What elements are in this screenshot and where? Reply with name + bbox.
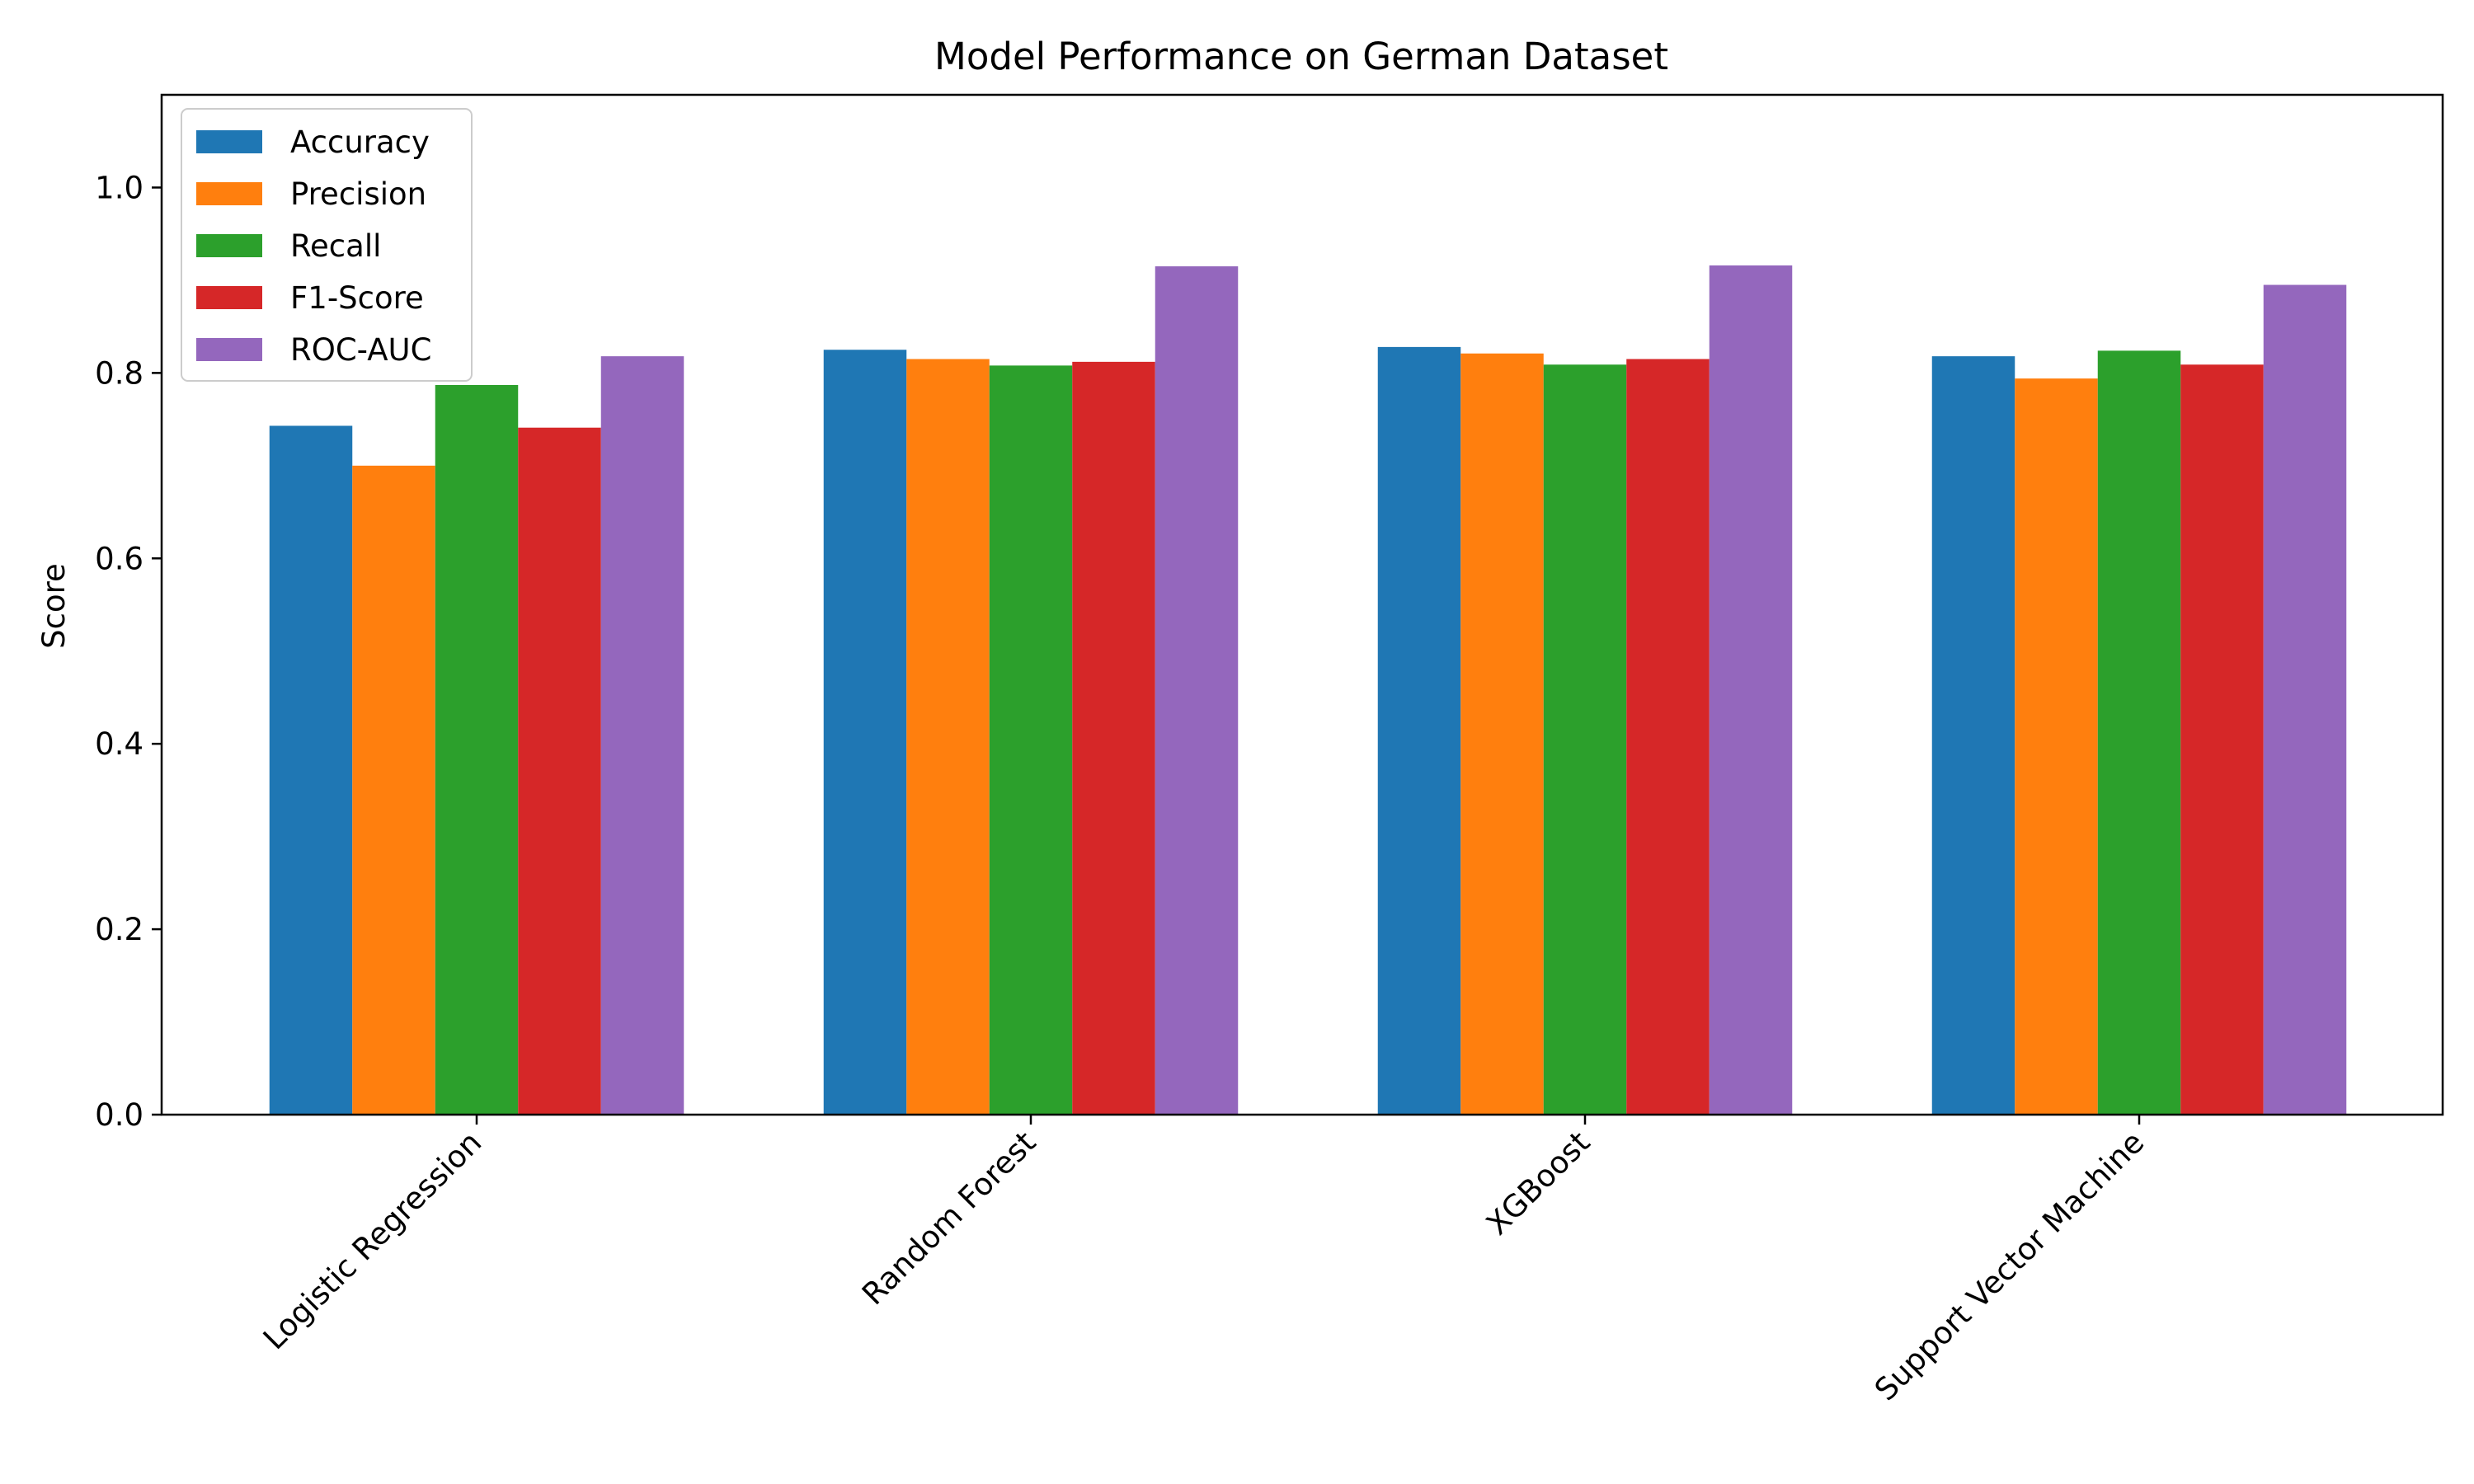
- y-tick-label: 0.2: [95, 912, 143, 947]
- legend: Accuracy Precision Recall F1-Score ROC-AUC: [181, 108, 473, 382]
- legend-label: ROC-AUC: [290, 332, 431, 368]
- y-axis-ticks: 0.0 0.2 0.4 0.6 0.8 1.0: [95, 170, 162, 1133]
- legend-swatch: [196, 338, 262, 361]
- bars-group: [269, 265, 2347, 1115]
- legend-label: Precision: [290, 176, 426, 212]
- bar-recall-support-vector-machine: [2097, 350, 2181, 1115]
- y-tick-label: 0.8: [95, 355, 143, 391]
- y-tick-label: 0.4: [95, 726, 143, 762]
- y-tick-label: 1.0: [95, 170, 143, 205]
- legend-label: Recall: [290, 228, 381, 264]
- bar-f1-score-logistic-regression: [518, 427, 601, 1115]
- bar-f1-score-xgboost: [1626, 359, 1710, 1115]
- bar-precision-support-vector-machine: [2015, 378, 2098, 1115]
- bar-recall-random-forest: [989, 365, 1073, 1115]
- bar-accuracy-xgboost: [1377, 346, 1461, 1115]
- bar-accuracy-logistic-regression: [269, 425, 353, 1115]
- bar-recall-xgboost: [1543, 364, 1627, 1115]
- bar-precision-xgboost: [1460, 353, 1544, 1115]
- bar-recall-logistic-regression: [435, 384, 519, 1115]
- chart-title: Model Performance on German Dataset: [934, 35, 1668, 78]
- legend-label: F1-Score: [290, 280, 424, 316]
- legend-box: [181, 108, 473, 382]
- x-tick-label: Random Forest: [855, 1125, 1042, 1312]
- y-tick-label: 0.6: [95, 541, 143, 576]
- bar-accuracy-random-forest: [823, 350, 907, 1115]
- bar-roc-auc-random-forest: [1155, 266, 1239, 1115]
- legend-swatch: [196, 182, 262, 205]
- legend-swatch: [196, 130, 262, 153]
- x-axis-ticks: Logistic Regression Random Forest XGBoost S…: [256, 1115, 2151, 1407]
- bar-roc-auc-support-vector-machine: [2263, 284, 2347, 1115]
- bar-precision-random-forest: [906, 359, 990, 1115]
- bar-accuracy-support-vector-machine: [1931, 356, 2015, 1115]
- x-tick-label: Logistic Regression: [256, 1125, 488, 1356]
- y-axis-label: Score: [36, 563, 72, 649]
- y-tick-label: 0.0: [95, 1097, 143, 1133]
- bar-roc-auc-logistic-regression: [600, 356, 684, 1115]
- bar-f1-score-support-vector-machine: [2180, 364, 2264, 1115]
- legend-label: Accuracy: [290, 124, 430, 160]
- bar-roc-auc-xgboost: [1709, 265, 1793, 1115]
- legend-swatch: [196, 234, 262, 257]
- x-tick-label: XGBoost: [1479, 1125, 1597, 1242]
- plot-frame: [160, 93, 2444, 1116]
- bar-precision-logistic-regression: [352, 465, 435, 1115]
- x-tick-label: Support Vector Machine: [1868, 1125, 2151, 1407]
- bar-f1-score-random-forest: [1072, 361, 1155, 1115]
- legend-swatch: [196, 286, 262, 309]
